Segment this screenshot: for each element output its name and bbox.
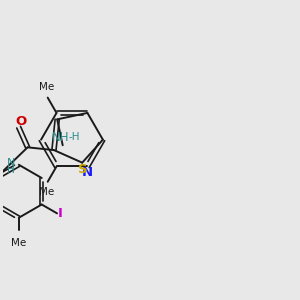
Text: NH: NH xyxy=(52,130,69,143)
Text: H: H xyxy=(8,165,15,175)
Text: S: S xyxy=(78,163,87,176)
Text: N: N xyxy=(82,167,93,179)
Text: -H: -H xyxy=(68,132,80,142)
Text: O: O xyxy=(15,116,27,128)
Text: Me: Me xyxy=(39,82,54,92)
Text: I: I xyxy=(58,207,63,220)
Text: N: N xyxy=(7,158,15,168)
Text: Me: Me xyxy=(11,238,26,248)
Text: Me: Me xyxy=(39,187,54,197)
